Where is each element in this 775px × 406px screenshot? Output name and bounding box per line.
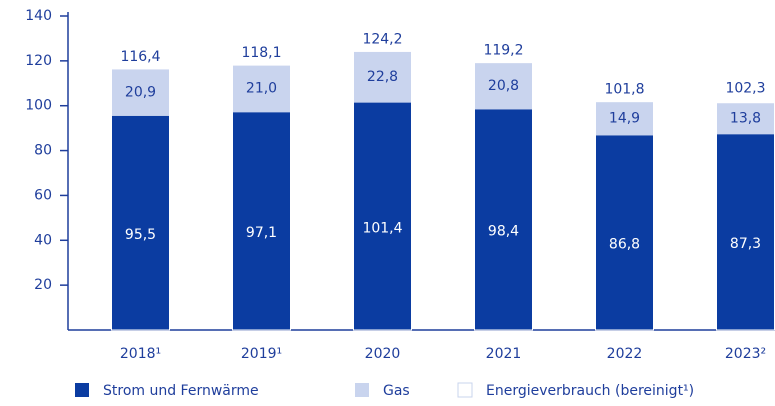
value-label: 95,5 — [125, 227, 156, 243]
x-tick-label: 2019¹ — [241, 346, 282, 362]
value-label: 20,8 — [488, 78, 519, 94]
bar-segment — [111, 68, 170, 116]
value-label: 14,9 — [609, 111, 640, 127]
value-label: 20,9 — [125, 84, 156, 100]
x-tick-label: 2018¹ — [120, 346, 161, 362]
y-tick-label: 20 — [34, 277, 52, 293]
y-tick-label: 100 — [25, 98, 52, 114]
bar-segment — [716, 134, 775, 330]
total-label: 102,3 — [725, 81, 765, 97]
bar-segment — [353, 51, 412, 103]
total-label: 118,1 — [241, 45, 281, 61]
bar-segment — [232, 65, 291, 113]
total-outline — [474, 62, 533, 331]
legend-swatch — [355, 383, 369, 397]
bar-segment — [111, 115, 170, 330]
legend-label: Strom und Fernwärme — [103, 383, 259, 399]
x-tick-label: 2023² — [725, 346, 766, 362]
bar-segment — [353, 102, 412, 331]
y-tick-label: 80 — [34, 143, 52, 159]
value-label: 86,8 — [609, 237, 640, 253]
total-outline — [353, 50, 412, 331]
legend-swatch — [457, 382, 473, 398]
value-label: 101,4 — [362, 220, 402, 236]
x-tick-label: 2021 — [486, 346, 522, 362]
value-label: 87,3 — [730, 236, 761, 252]
total-outline — [111, 68, 170, 331]
y-tick-label: 120 — [25, 53, 52, 69]
bar-segment — [474, 109, 533, 330]
total-outline — [595, 101, 654, 331]
x-tick-label: 2020 — [365, 346, 401, 362]
total-outline — [232, 64, 291, 331]
total-label: 116,4 — [120, 49, 160, 65]
legend-swatch — [75, 383, 89, 397]
y-tick-label: 60 — [34, 187, 52, 203]
bar-segment — [595, 101, 654, 136]
bar-segment — [474, 62, 533, 110]
total-label: 119,2 — [483, 43, 523, 59]
y-tick-label: 40 — [34, 232, 52, 248]
value-label: 97,1 — [246, 225, 277, 241]
value-label: 21,0 — [246, 81, 277, 97]
legend-label: Energieverbrauch (bereinigt¹) — [486, 383, 694, 399]
bar-segment — [232, 112, 291, 331]
y-tick-label: 140 — [25, 8, 52, 24]
bar-segment — [595, 135, 654, 330]
x-tick-label: 2022 — [607, 346, 643, 362]
value-label: 22,8 — [367, 69, 398, 85]
value-label: 13,8 — [730, 111, 761, 127]
total-label: 101,8 — [604, 82, 644, 98]
legend-label: Gas — [383, 383, 410, 399]
bar-segment — [716, 103, 775, 135]
value-label: 98,4 — [488, 224, 519, 240]
total-label: 124,2 — [362, 31, 402, 47]
